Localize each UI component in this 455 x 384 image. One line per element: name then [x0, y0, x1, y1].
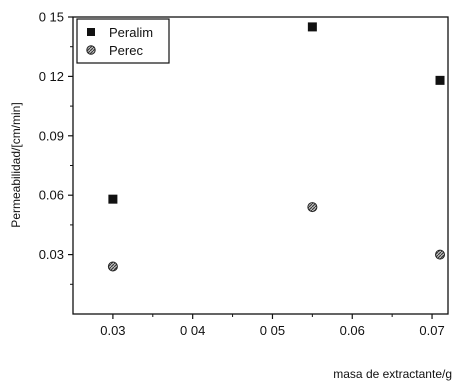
x-tick-label: 0.07 [419, 323, 444, 338]
y-tick-label: 0.06 [39, 188, 64, 203]
point-peralim [307, 22, 317, 32]
data-points [107, 22, 446, 272]
x-tick-label: 0.06 [340, 323, 365, 338]
point-perec [307, 202, 318, 213]
y-tick-label: 0 15 [39, 10, 64, 25]
x-tick-label: 0.03 [100, 323, 125, 338]
legend-marker-peralim [87, 28, 95, 36]
legend-label-peralim: Peralim [109, 25, 153, 40]
y-tick-label: 0 12 [39, 69, 64, 84]
x-tick-label: 0 05 [260, 323, 285, 338]
point-peralim [435, 75, 445, 85]
y-tick-label: 0.03 [39, 247, 64, 262]
point-perec [107, 261, 118, 272]
legend-label-perec: Perec [109, 43, 143, 58]
x-axis: 0.03 0 04 0 05 0.06 0.07 [100, 314, 445, 338]
x-axis-title: masa de extractante/g [333, 367, 452, 381]
legend: Peralim Perec [76, 18, 170, 64]
y-tick-label: 0.09 [39, 128, 64, 143]
y-axis-title: Permeabilidad/[cm/min] [9, 102, 23, 227]
point-peralim [108, 194, 118, 204]
legend-box [76, 18, 170, 64]
x-tick-label: 0 04 [180, 323, 205, 338]
y-axis: 0.03 0.06 0.09 0 12 0 15 [39, 10, 73, 285]
legend-marker-perec [86, 45, 96, 55]
point-perec [435, 249, 446, 260]
